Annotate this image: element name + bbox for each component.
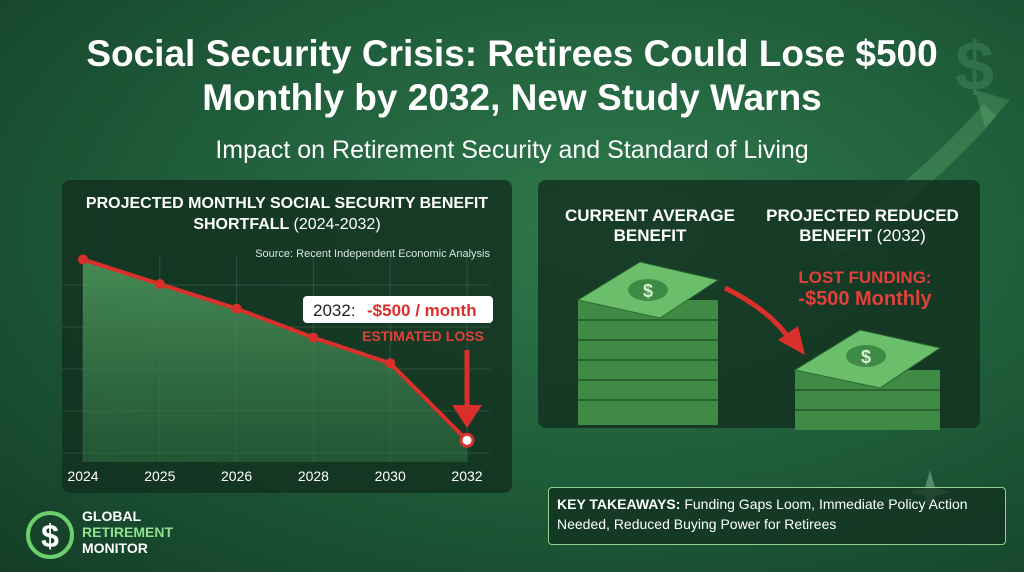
logo-line: GLOBAL [82, 508, 142, 524]
chart-source: Source: Recent Independent Economic Anal… [255, 248, 490, 260]
arrow-head [778, 326, 805, 355]
annotation-prefix: 2032: [313, 301, 356, 320]
svg-text:$: $ [861, 347, 871, 367]
point [231, 303, 242, 314]
point [78, 254, 88, 265]
arrow [723, 285, 793, 342]
svg-text:$: $ [643, 281, 653, 301]
small-stack: $ [793, 329, 942, 430]
logo: GLOBAL RETIREMENT MONITOR [82, 508, 173, 556]
svg-text:$: $ [955, 27, 994, 105]
projected-label-main: PROJECTED REDUCED BENEFIT [766, 206, 959, 245]
area [83, 259, 467, 462]
current-label: CURRENT AVERAGE BENEFIT [564, 206, 735, 245]
x-tick-label: 2030 [375, 468, 406, 484]
lost-value: -$500 Monthly [798, 288, 932, 310]
annotation-value: -$500 / month [367, 301, 477, 320]
lost-label: LOST FUNDING: [798, 268, 932, 287]
point [459, 432, 475, 448]
projected-year: (2032) [876, 226, 926, 245]
logo-line: MONITOR [82, 540, 148, 556]
line [82, 257, 469, 442]
big-stack: $ [576, 261, 720, 425]
title: Social Security Crisis: Retirees Could L… [86, 33, 938, 118]
annotation-arrow-head [452, 405, 482, 428]
chart-title-main: PROJECTED MONTHLY SOCIAL SECURITY BENEFI… [85, 195, 489, 233]
point [308, 332, 319, 343]
x-tick-label: 2032 [451, 468, 482, 484]
takeaways: KEY TAKEAWAYS: Funding Gaps Loom, Immedi… [548, 487, 1006, 545]
logo-line: RETIREMENT [82, 524, 173, 540]
x-tick-label: 2024 [67, 468, 98, 484]
chart-title-period: (2024-2032) [293, 216, 381, 233]
point [154, 279, 165, 290]
annotation-caption: ESTIMATED LOSS [362, 328, 484, 344]
x-tick-label: 2028 [298, 468, 329, 484]
takeaways-text: Funding Gaps Loom, Immediate Policy Acti… [557, 496, 968, 532]
chart-title: PROJECTED MONTHLY SOCIAL SECURITY BENEFI… [82, 193, 492, 235]
projected-label: PROJECTED REDUCED BENEFIT (2032) [755, 206, 970, 246]
takeaways-label: KEY TAKEAWAYS: [557, 496, 681, 512]
annotation-box [303, 296, 493, 323]
subtitle: Impact on Retirement Security and Standa… [215, 136, 809, 164]
x-tick-label: 2025 [144, 468, 175, 484]
x-tick-label: 2026 [221, 468, 252, 484]
point [385, 358, 396, 369]
